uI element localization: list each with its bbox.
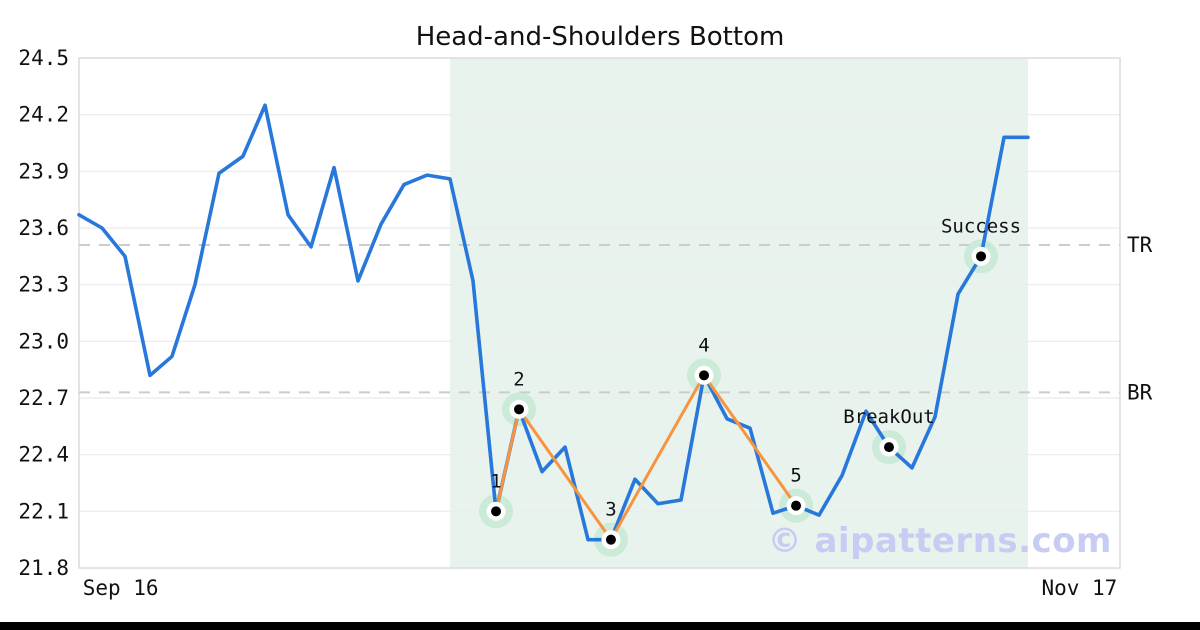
marker-label-3: 3 — [605, 499, 616, 521]
marker-dot-Success — [976, 251, 987, 262]
pattern-zone — [450, 58, 1028, 568]
y-tick-label: 23.9 — [18, 159, 69, 183]
y-tick-label: 24.5 — [18, 46, 69, 70]
y-tick-label: 22.4 — [18, 443, 69, 467]
marker-dot-BreakOut — [884, 442, 895, 453]
marker-label-2: 2 — [513, 368, 524, 390]
y-tick-label: 21.8 — [18, 556, 69, 580]
bottom-bar — [0, 622, 1200, 630]
y-tick-label: 23.0 — [18, 329, 69, 353]
chart-title: Head-and-Shoulders Bottom — [415, 22, 785, 52]
watermark: © aipatterns.com — [767, 521, 1112, 561]
level-label-TR: TR — [1127, 233, 1153, 257]
marker-dot-3 — [605, 534, 616, 545]
marker-dot-1 — [491, 506, 502, 517]
x-tick-label: Nov 17 — [1041, 576, 1117, 600]
plot-border — [78, 57, 1121, 569]
y-tick-label: 22.1 — [18, 499, 69, 523]
marker-dot-5 — [791, 500, 802, 511]
y-tick-label: 23.3 — [18, 273, 69, 297]
marker-dot-2 — [514, 404, 525, 415]
level-label-BR: BR — [1127, 380, 1153, 404]
marker-label-4: 4 — [698, 334, 709, 356]
marker-label-BreakOut: BreakOut — [843, 406, 935, 428]
marker-label-Success: Success — [941, 215, 1021, 237]
marker-dot-4 — [699, 370, 710, 381]
y-tick-label: 24.2 — [18, 103, 69, 127]
x-tick-label: Sep 16 — [83, 576, 159, 600]
marker-label-1: 1 — [490, 470, 501, 492]
y-tick-label: 23.6 — [18, 216, 69, 240]
y-tick-label: 22.7 — [18, 386, 69, 410]
marker-label-5: 5 — [790, 465, 801, 487]
